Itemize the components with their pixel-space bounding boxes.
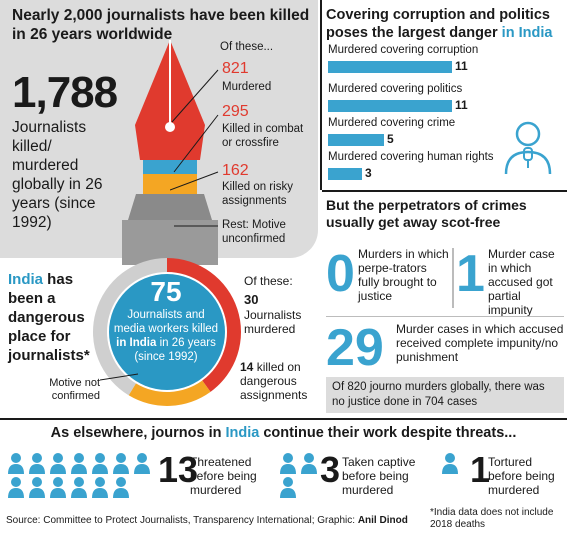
india-danger-title: Covering corruption and politics poses t… [326,7,553,41]
person-icon [304,453,314,463]
perpetrators-title: But the perpetrators of crimes usually g… [326,197,527,230]
person-icon [116,453,126,463]
person-icon [301,464,317,474]
bottom-stat-number: 13 [158,449,199,490]
india-of-these: Of these: [244,274,293,288]
stat-one-number: 1 [456,245,485,303]
person-icon [11,453,21,463]
combat-label: Killed in combat or crossfire [222,123,304,149]
bar-label: Murdered covering human rights [328,151,494,163]
bottom-stat-number: 1 [470,449,491,490]
person-icon [8,464,24,474]
person-icon [29,464,45,474]
person-icon [74,477,84,487]
global-total-number: 1,788 [12,68,118,117]
bottom-title: As elsewhere, journos in India continue … [50,425,517,441]
bottom-stat-text: Threatened before being murdered [190,455,257,497]
donut-dangerous [128,380,211,406]
india-murdered-text: Journalists murdered [244,308,302,336]
bar-label: Murdered covering politics [328,83,463,95]
bar-label: Murdered covering corruption [328,44,479,56]
donut-center-number: 75 [150,276,182,307]
combat-number: 295 [222,103,249,120]
person-icon [29,488,45,498]
person-icon [134,464,150,474]
divider [320,0,322,190]
person-icon [92,488,108,498]
person-icons [8,453,150,498]
person-icon [50,488,66,498]
person-icon [53,453,63,463]
divider [322,190,567,192]
global-total-label: Journalists killed/ murdered globally in… [12,119,103,231]
bar-value: 11 [455,98,468,112]
stat-one-text: Murder case in which accused got partial… [488,247,555,317]
stat-29-text: Murder cases in which accused received c… [396,322,564,364]
global-title: Nearly 2,000 journalists have been kille… [12,7,310,43]
person-icon [280,488,296,498]
india-motive-text: Motive not confirmed [49,377,100,402]
person-icon [32,453,42,463]
person-icon [283,453,293,463]
risky-number: 162 [222,162,249,179]
person-icon [32,477,42,487]
donut-unconfirmed [93,258,167,396]
bottom-stat-text: Tortured before being murdered [488,455,555,497]
stat-zero-text: Murders in which perpe-trators fully bro… [358,247,449,303]
stat-29-number: 29 [326,319,384,377]
source-line: Source: Committee to Protect Journalists… [6,515,408,526]
person-icon [71,464,87,474]
divider [452,248,454,308]
india-donut [93,258,241,406]
murdered-label: Murdered [222,81,272,93]
person-icon [92,464,108,474]
bar [328,168,362,180]
person-icon [116,477,126,487]
person-icon [283,477,293,487]
of-these-label: Of these... [220,41,274,53]
person-icon [74,453,84,463]
india-dangerous-text: 14 killed on dangerous assignments [240,360,308,402]
rest-label: Rest: Motive unconfirmed [222,219,286,245]
person-icons [280,453,317,498]
india-title: India has been a dangerous place for jou… [8,271,90,364]
bar [328,100,452,112]
bar-value: 3 [365,166,372,180]
bar-value: 5 [387,132,394,146]
risky-label: Killed on risky assignments [222,181,293,207]
india-murdered-number: 30 [244,292,259,307]
bar-label: Murdered covering crime [328,117,456,129]
bar-value: 11 [455,59,468,73]
donut-center-text: Journalists and media workers killed in … [113,309,219,363]
bottom-stat-text: Taken captive before being murdered [342,455,416,497]
bar [328,134,384,146]
india-data-note: *India data does not include 2018 deaths [430,507,554,530]
murdered-number: 821 [222,60,249,77]
person-icon [442,464,458,474]
person-icon [445,453,455,463]
person-icon [71,488,87,498]
bar [328,61,452,73]
person-icons [442,453,458,474]
person-icon [137,453,147,463]
justice-note: Of 820 journo murders globally, there wa… [326,377,564,413]
pen-nib-icon [122,40,218,265]
person-icon [95,477,105,487]
divider [326,316,564,317]
callout-lines [170,69,219,227]
person-icon [113,464,129,474]
stat-zero-number: 0 [326,245,355,303]
divider [0,418,567,420]
person-icon [113,488,129,498]
person-icon [95,453,105,463]
person-icon [280,464,296,474]
person-icon [11,477,21,487]
person-icon [53,477,63,487]
person-icon [8,488,24,498]
donut-murdered [167,258,241,392]
person-icon [50,464,66,474]
bottom-stat-number: 3 [320,449,341,490]
motive-callout [100,373,139,381]
journalist-mic-icon [504,121,552,175]
